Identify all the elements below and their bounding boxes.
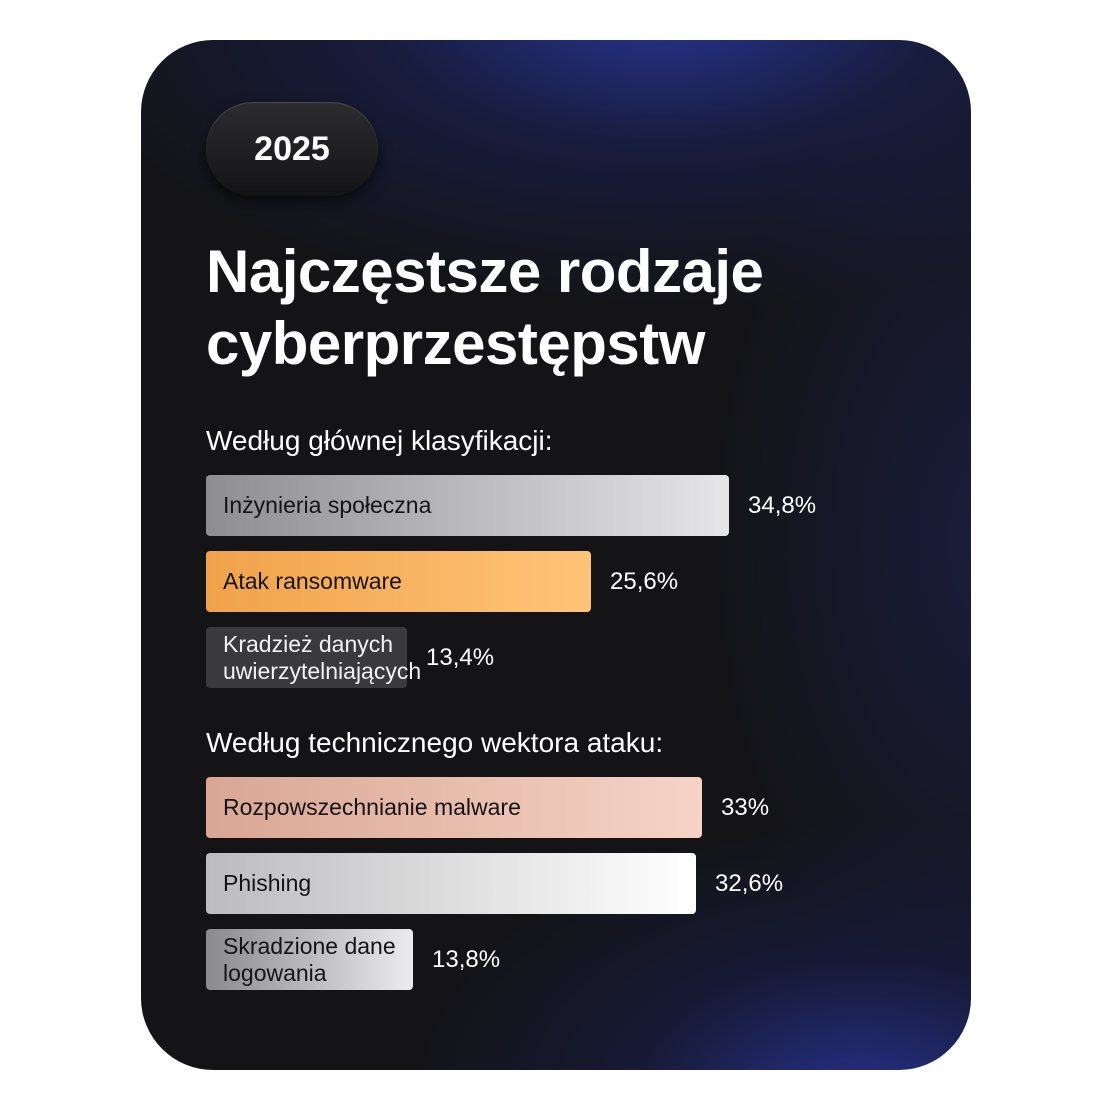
bar-label: Rozpowszechnianie malware [223,794,521,820]
bar-label: Skradzione dane logowania [223,932,396,986]
bar-1-2: Atak ransomware [206,551,591,612]
chart-title: Najczęstsze rodzaje cyberprzestępstw [206,236,926,380]
value-label: 34,8% [748,492,817,519]
bar-1-1: Inżynieria społeczna [206,475,729,536]
bar-1-3: Kradzież danych uwierzytelniających [206,627,422,688]
bar-label: Inżynieria społeczna [223,492,432,518]
section-title-2: Według technicznego wektora ataku: [206,727,664,758]
year-badge: 2025 [206,102,378,196]
section-title-1: Według głównej klasyfikacji: [206,425,553,456]
bar-label: Kradzież danych uwierzytelniających [223,630,422,684]
infographic-card: 2025 Najczęstsze rodzaje cyberprzestępst… [141,40,971,1070]
value-label: 13,8% [432,946,501,973]
bar-2-3: Skradzione dane logowania [206,929,413,990]
value-label: 13,4% [426,644,495,671]
bar-2-2: Phishing [206,853,696,914]
title-line-2: cyberprzestępstw [206,310,705,377]
bar-2-1: Rozpowszechnianie malware [206,777,702,838]
value-label: 25,6% [610,568,679,595]
value-label: 32,6% [715,870,784,897]
bar-label: Phishing [223,870,312,896]
title-line-1: Najczęstsze rodzaje [206,238,764,305]
bar-label: Atak ransomware [223,568,402,594]
value-label: 33% [721,794,770,821]
